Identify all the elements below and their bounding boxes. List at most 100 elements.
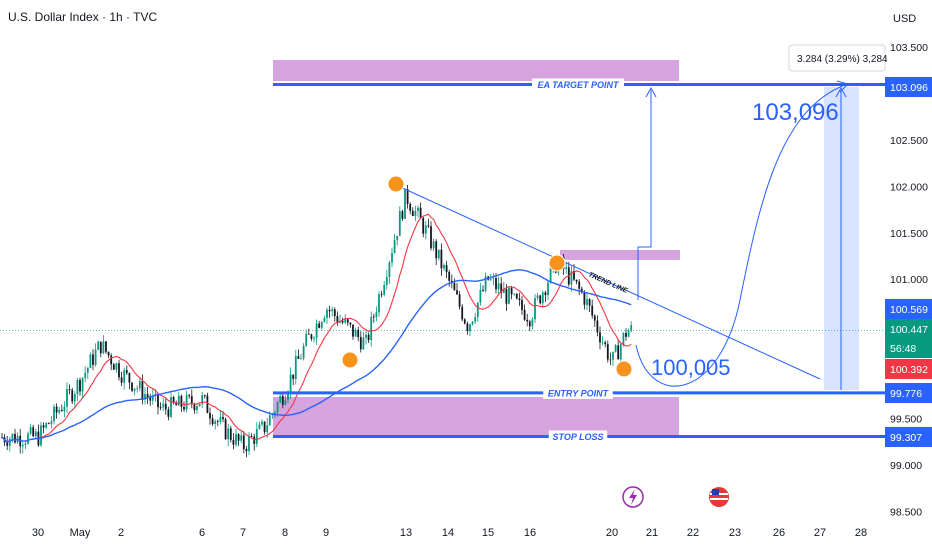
candle-body (500, 283, 503, 294)
candle-body (294, 356, 297, 379)
candle-body (279, 395, 282, 403)
price-tag-label: 99.776 (890, 388, 922, 400)
candle-body (422, 218, 425, 234)
candle-body (427, 225, 430, 227)
currency-label: USD (893, 13, 916, 25)
x-tick-label: 27 (814, 527, 826, 539)
level-label: STOP LOSS (552, 432, 603, 442)
candle-body (133, 388, 136, 391)
candle-body (323, 317, 326, 322)
candle-body (404, 189, 406, 219)
candle-body (320, 321, 323, 328)
candle-body (81, 377, 84, 392)
candle-body (222, 417, 224, 420)
candle-body (466, 323, 469, 332)
candle-body (40, 425, 42, 446)
candle-body (263, 421, 266, 433)
entry-stop-zone (273, 397, 679, 435)
candle-body (297, 356, 300, 359)
x-tick-label: 20 (606, 527, 618, 539)
candle-body (159, 407, 162, 409)
candle-body (440, 249, 443, 269)
candle-body (539, 295, 542, 304)
x-tick-label: 26 (773, 527, 785, 539)
candle-body (313, 337, 315, 339)
candle-body (266, 425, 269, 433)
candle-body (458, 294, 461, 307)
candle-body (359, 337, 362, 350)
candle-body (341, 320, 344, 323)
candle-body (198, 403, 201, 407)
candle-body (136, 388, 139, 390)
measure-arrow-head (835, 86, 847, 98)
x-tick-label: 28 (855, 527, 867, 539)
candle-body (315, 323, 318, 338)
candle-body (588, 299, 591, 306)
candle-body (482, 289, 484, 291)
candle-body (549, 266, 552, 283)
candle-body (601, 342, 604, 344)
moving-averages (1, 213, 632, 443)
price-tag-label: 56:48 (890, 343, 916, 355)
x-tick-label: 7 (240, 527, 246, 539)
candle-body (375, 312, 378, 318)
candle-body (570, 270, 573, 285)
us-flag-event-icon[interactable] (709, 487, 729, 507)
candle-body (599, 332, 601, 343)
price-tag (885, 319, 932, 339)
candle-body (534, 297, 536, 320)
candle-body (625, 332, 627, 337)
candle-body (237, 434, 240, 441)
pivot-marker (548, 254, 566, 272)
candle-body (219, 417, 222, 422)
candle-body (245, 449, 248, 452)
candle-body (331, 309, 334, 312)
candle-body (531, 319, 534, 327)
candle-body (578, 281, 581, 289)
candle-body (469, 324, 471, 332)
target-arrow-line (637, 90, 652, 300)
candle-body (118, 363, 120, 378)
candle-body (105, 341, 107, 352)
candle-body (149, 397, 152, 401)
candle-body (170, 397, 172, 417)
candle-body (354, 329, 357, 337)
candle-body (154, 393, 157, 396)
candle-body (68, 389, 71, 391)
price-tag (885, 359, 932, 379)
candle-body (391, 252, 393, 263)
candle-body (411, 210, 414, 216)
x-axis-ticks: 30 May 2 6 7 8 9 13 14 15 16 20 21 22 23 26 27 28 (32, 527, 867, 539)
candle-body (333, 309, 336, 316)
lightning-event-icon[interactable] (622, 486, 644, 508)
target-value-text: 103,096 (752, 99, 839, 126)
candle-body (276, 402, 279, 413)
candle-body (79, 380, 81, 392)
x-tick-label: May (70, 527, 91, 539)
candle-body (11, 433, 14, 439)
candle-body (71, 390, 74, 402)
y-tick-label: 99.500 (890, 414, 922, 426)
candle-body (583, 292, 586, 305)
candle-body (287, 392, 289, 400)
candle-body (575, 279, 578, 282)
candle-body (172, 397, 175, 403)
candle-body (227, 428, 230, 440)
candle-body (401, 211, 404, 219)
candle-body (224, 419, 227, 440)
candle-body (396, 235, 399, 241)
y-tick-label: 102.500 (890, 135, 928, 147)
candle-body (518, 298, 521, 300)
candle-body (19, 435, 22, 447)
candle-body (232, 439, 235, 445)
candle-body (385, 277, 388, 285)
trend-line (395, 184, 821, 380)
candle-body (302, 345, 305, 359)
candle-body (544, 292, 547, 296)
candle-body (419, 207, 422, 219)
candle-body (110, 355, 113, 365)
candle-body (614, 345, 617, 352)
candle-body (528, 321, 531, 327)
candle-body (349, 322, 352, 325)
